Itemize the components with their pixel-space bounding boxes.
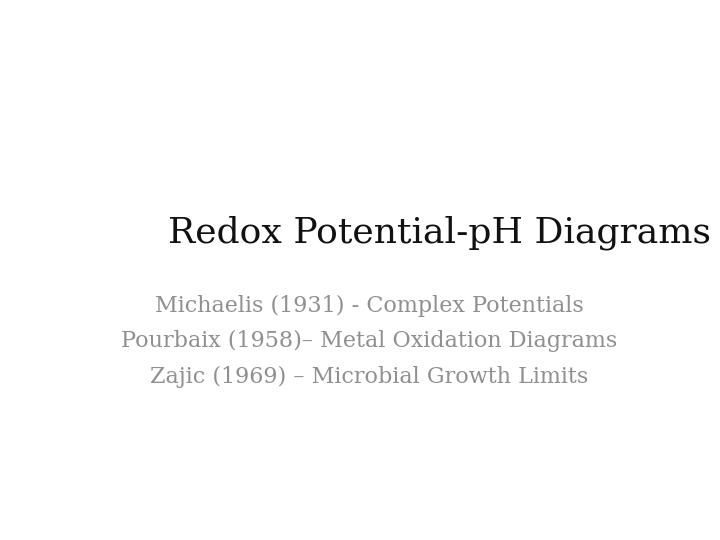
Text: Zajic (1969) – Microbial Growth Limits: Zajic (1969) – Microbial Growth Limits <box>150 366 588 388</box>
Text: Michaelis (1931) - Complex Potentials: Michaelis (1931) - Complex Potentials <box>155 295 583 317</box>
Text: Redox Potential-pH Diagrams: Redox Potential-pH Diagrams <box>168 216 711 251</box>
Text: Pourbaix (1958)– Metal Oxidation Diagrams: Pourbaix (1958)– Metal Oxidation Diagram… <box>121 330 617 353</box>
